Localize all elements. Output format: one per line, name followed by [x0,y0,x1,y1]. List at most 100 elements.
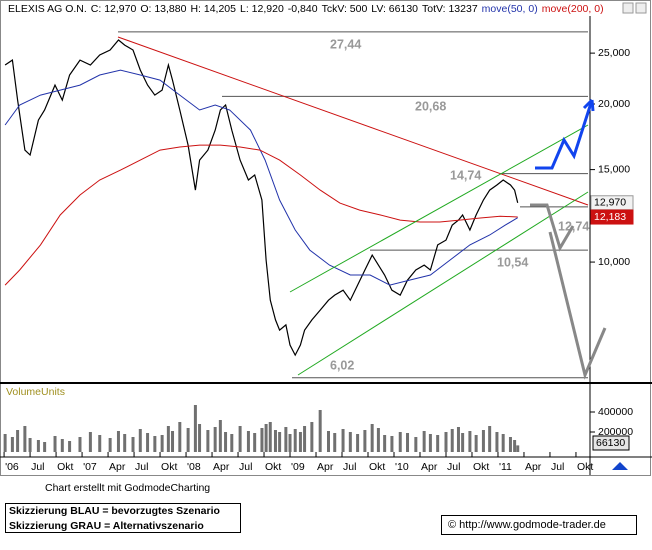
trend-line [117,36,589,206]
x-tick-label: Apr [421,461,438,473]
credit: Chart erstellt mit GodmodeCharting [45,482,211,494]
x-tick-label: Jul [343,461,356,473]
volume-bar [278,432,282,452]
level-label: 20,68 [415,99,446,113]
header-field: TotV: 13237 [422,3,478,15]
legend-line: Skizzierung BLAU = bevorzugtes Szenario [9,505,220,517]
level-label: 10,54 [497,255,528,269]
volume-bar [488,426,492,452]
scroll-button[interactable] [635,2,647,14]
volume-bar [88,432,92,452]
scroll-button[interactable] [622,2,634,14]
title: ELEXIS AG O.N. [8,3,87,15]
x-tick-label: Okt [265,461,281,473]
chart: 10,000 15,000 20,000 25,000 '06 Jul Okt '07 Apr J… [0,0,652,476]
volume-bar [326,431,330,452]
header-field: H: 14,205 [190,3,236,15]
volume-bar [60,439,64,452]
x-tick-label: Jul [239,461,252,473]
volume-bar [16,430,20,452]
volume-bar [356,434,360,452]
x-tick-label: '09 [291,461,305,473]
moving-average [4,69,518,286]
volume-bar [501,434,505,452]
volume-bar [3,434,7,452]
volume-bar [303,426,307,452]
volume-bar [474,435,478,452]
volume-bar [318,410,322,452]
volume-bar [398,432,402,452]
x-tick-label: Apr [213,461,230,473]
volume-bar [284,427,288,452]
volume-bar [53,436,57,452]
volume-bar [171,431,175,452]
volume-bar [146,433,150,452]
y-tick-label: 400000 [598,406,633,418]
volume-bar [481,430,485,452]
volume-bar [268,422,272,452]
source[interactable]: © http://www.godmode-trader.de [441,515,637,535]
header-field: O: 13,880 [140,3,187,15]
volume-bar [333,433,337,452]
volume-bar [98,435,102,452]
volume-bar [238,426,242,452]
volume-bar [495,432,499,452]
header-field: L: 12,920 [240,3,284,15]
volume-bar [246,431,250,452]
volume-bar [370,424,374,452]
x-tick-label: '08 [187,461,201,473]
volume-bar [230,434,234,452]
x-tick-label: Okt [577,461,593,473]
x-tick-label: Jul [447,461,460,473]
volume-bar [450,429,454,452]
volume-bar [160,435,164,452]
x-tick-label: Jul [551,461,564,473]
volume-bar [422,431,426,452]
volume-bar [23,426,27,452]
moving-average [4,144,518,286]
volume-bar [363,430,367,452]
header-field: -0,840 [287,3,318,15]
x-tick-label: '10 [395,461,409,473]
volume-bar [390,436,394,452]
scenario-legend: Skizzierung BLAU = bevorzugtes Szenario … [5,503,241,533]
volume-bar [206,430,210,452]
volume-bar [310,422,314,452]
volume-bar [178,422,182,452]
volume-bar [153,436,157,452]
volume-bar [348,432,352,452]
volume-bar [513,440,517,452]
scenario-blue [535,99,594,170]
volume-bar [138,429,142,452]
x-tick-label: '07 [83,461,97,473]
volume-bar [456,427,460,452]
volume-bar [468,431,472,452]
x-tick-label: Okt [57,461,73,473]
x-tick-label: Jul [135,461,148,473]
nav-icon[interactable] [612,462,628,470]
volume-bar [288,434,292,452]
header-field: C: 12,970 [90,3,137,15]
x-tick-label: Jul [31,461,44,473]
volume-bar [293,429,297,452]
drawings [117,36,607,380]
volume-bar [78,437,82,452]
volume-bar [218,420,222,452]
level-label: 14,74 [450,168,481,182]
legend-entry: move(50, 0) [481,3,538,15]
volume-bar [186,428,190,452]
volume-bar [376,428,380,452]
legend-line: Skizzierung GRAU = Alternativszenario [9,520,204,532]
volume-bar [224,432,228,452]
price-line [4,39,519,357]
volume-bar [193,405,197,452]
panel-title: VolumeUnits [6,386,65,398]
volume-bar [253,433,257,452]
x-tick-label: Okt [369,461,385,473]
volume-bar [131,437,135,452]
volume-bar [36,440,40,452]
x-tick-label: Apr [317,461,334,473]
volume-bar [414,437,418,452]
volume-bar [298,432,302,452]
